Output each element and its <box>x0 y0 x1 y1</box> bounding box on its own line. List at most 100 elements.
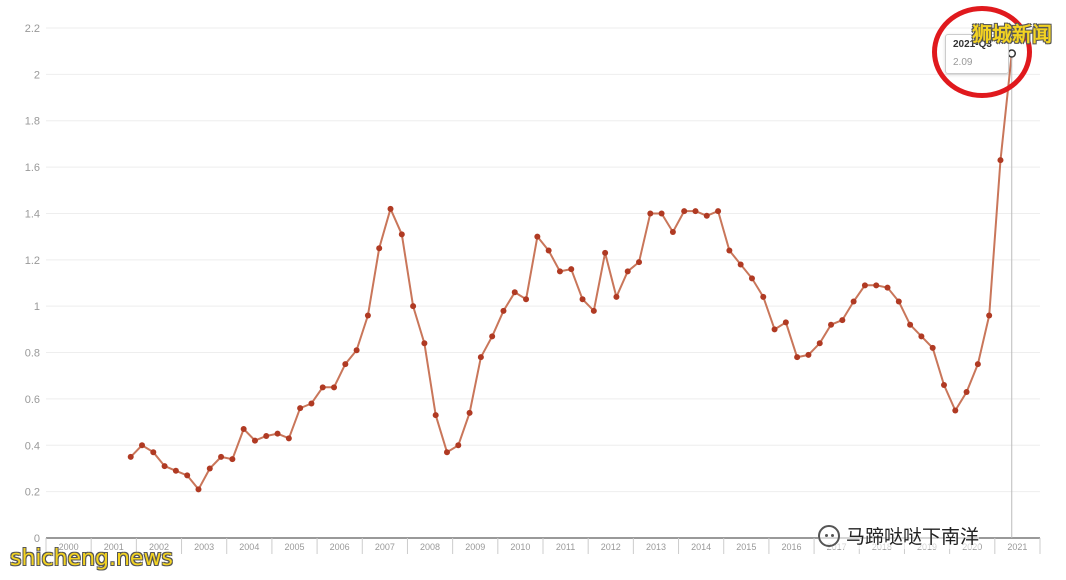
data-point[interactable] <box>794 354 801 361</box>
data-point[interactable] <box>523 296 530 303</box>
data-point[interactable] <box>331 384 338 391</box>
data-point[interactable] <box>455 442 462 449</box>
x-tick-label: 2003 <box>194 542 214 552</box>
data-point[interactable] <box>929 344 936 351</box>
data-point[interactable] <box>861 282 868 289</box>
data-point[interactable] <box>150 449 157 456</box>
x-tick-label: 2000 <box>59 542 79 552</box>
x-tick-label: 2008 <box>420 542 440 552</box>
data-point[interactable] <box>534 233 541 240</box>
data-point[interactable] <box>410 303 417 310</box>
data-point[interactable] <box>884 284 891 291</box>
data-point[interactable] <box>669 229 676 235</box>
data-point[interactable] <box>353 347 360 354</box>
data-point[interactable] <box>308 400 315 407</box>
watermark-top: 狮城新闻 <box>972 22 1052 46</box>
data-point[interactable] <box>681 208 688 215</box>
data-point[interactable] <box>568 266 575 273</box>
data-point[interactable] <box>206 465 213 472</box>
data-point[interactable] <box>161 463 168 470</box>
data-points <box>127 49 1017 493</box>
data-point[interactable] <box>443 449 450 456</box>
data-point[interactable] <box>895 298 902 305</box>
data-point[interactable] <box>127 453 134 460</box>
x-tick-label: 2016 <box>781 542 801 552</box>
data-point[interactable] <box>963 388 970 395</box>
data-point[interactable] <box>285 435 292 442</box>
data-point[interactable] <box>602 249 609 256</box>
data-point[interactable] <box>624 268 631 275</box>
data-point[interactable] <box>636 259 643 266</box>
data-point[interactable] <box>850 298 857 305</box>
data-point[interactable] <box>240 426 247 433</box>
data-point[interactable] <box>726 247 733 254</box>
data-point[interactable] <box>647 210 654 217</box>
data-point[interactable] <box>274 430 281 437</box>
data-point[interactable] <box>613 293 620 300</box>
wechat-account-name: 马蹄哒哒下南洋 <box>846 526 980 548</box>
data-point[interactable] <box>986 312 993 319</box>
data-point[interactable] <box>579 296 586 303</box>
data-point[interactable] <box>421 340 428 347</box>
data-point[interactable] <box>229 456 236 463</box>
y-tick-label: 1 <box>34 301 40 313</box>
data-point[interactable] <box>658 210 665 217</box>
data-point[interactable] <box>556 268 563 275</box>
data-point[interactable] <box>218 453 225 460</box>
data-point[interactable] <box>839 317 846 324</box>
data-point[interactable] <box>184 472 191 479</box>
data-point[interactable] <box>782 319 789 326</box>
data-point[interactable] <box>997 157 1004 164</box>
data-point[interactable] <box>342 361 349 368</box>
data-point[interactable] <box>692 208 699 215</box>
data-point[interactable] <box>466 409 473 416</box>
data-point[interactable] <box>760 293 767 300</box>
data-point[interactable] <box>873 282 880 289</box>
data-point[interactable] <box>918 333 925 340</box>
watermark-bottom: shicheng.news <box>10 546 173 571</box>
data-point[interactable] <box>489 333 496 340</box>
data-point[interactable] <box>432 412 439 419</box>
data-point[interactable] <box>500 307 507 314</box>
data-point[interactable] <box>263 433 270 439</box>
data-point[interactable] <box>139 442 146 449</box>
data-point[interactable] <box>590 307 597 314</box>
x-tick-label: 2013 <box>646 542 666 552</box>
data-point[interactable] <box>251 437 258 444</box>
data-point[interactable] <box>828 321 835 328</box>
y-tick-label: 2.2 <box>25 23 40 35</box>
data-point[interactable] <box>952 407 959 414</box>
data-point[interactable] <box>398 231 405 238</box>
data-point[interactable] <box>297 405 304 412</box>
data-point[interactable] <box>771 326 778 333</box>
data-point[interactable] <box>805 351 812 358</box>
x-tick-label: 2005 <box>284 542 304 552</box>
y-tick-label: 0.8 <box>25 348 40 360</box>
y-tick-label: 1.8 <box>25 116 40 128</box>
x-tick-label: 2021 <box>1007 542 1027 552</box>
data-point[interactable] <box>387 205 394 212</box>
data-point[interactable] <box>907 321 914 328</box>
data-point[interactable] <box>715 208 722 215</box>
data-point[interactable] <box>195 486 202 493</box>
data-point[interactable] <box>364 312 371 319</box>
data-point[interactable] <box>319 384 326 391</box>
wechat-icon <box>818 524 840 547</box>
data-point[interactable] <box>511 289 518 296</box>
data-point[interactable] <box>940 382 947 388</box>
highlight-circle <box>932 6 1032 98</box>
data-point[interactable] <box>703 212 710 219</box>
data-point[interactable] <box>172 467 179 474</box>
data-point[interactable] <box>545 247 552 254</box>
y-tick-label: 0.2 <box>25 487 40 499</box>
x-tick-label: 2015 <box>736 542 756 552</box>
data-point[interactable] <box>974 361 981 368</box>
data-point[interactable] <box>748 275 755 282</box>
data-point[interactable] <box>737 261 744 268</box>
data-point[interactable] <box>477 354 484 361</box>
y-tick-label: 0.4 <box>25 440 40 452</box>
x-tick-label: 2009 <box>465 542 485 552</box>
data-point[interactable] <box>376 245 383 252</box>
data-point[interactable] <box>816 340 823 347</box>
